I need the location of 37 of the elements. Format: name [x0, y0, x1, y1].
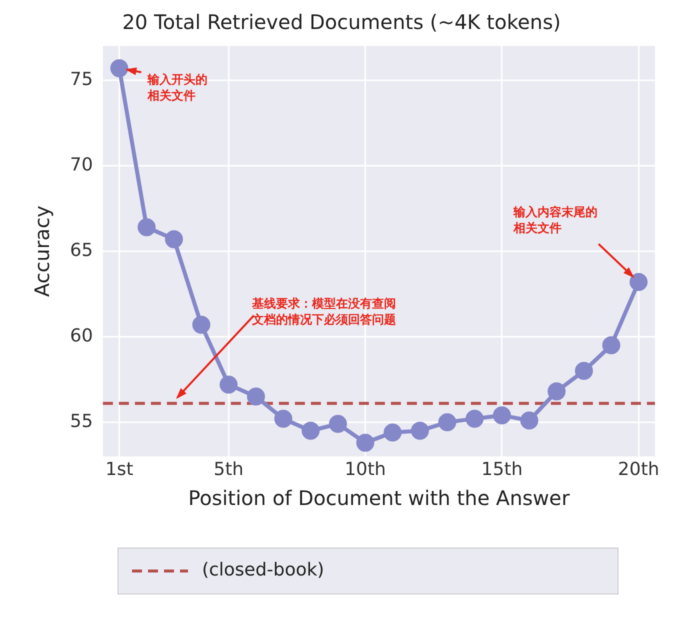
annotation: 输入内容末尾的相关文件: [512, 205, 598, 236]
point: [384, 423, 402, 442]
point: [492, 406, 511, 424]
point: [410, 422, 429, 440]
point: [220, 376, 238, 394]
y-tick-label: 65: [70, 240, 93, 261]
point: [356, 434, 374, 452]
point: [602, 336, 620, 354]
point: [630, 272, 648, 291]
point: [274, 410, 292, 428]
point: [328, 414, 347, 433]
x-tick-label: 10th: [344, 458, 386, 480]
legend-label: (closed-book): [202, 560, 324, 581]
y-tick-label: 60: [70, 325, 93, 346]
y-tick-label: 55: [70, 410, 93, 432]
point: [302, 422, 320, 440]
point: [246, 388, 265, 406]
y-tick-label: 70: [70, 154, 93, 176]
point: [520, 411, 538, 430]
y-tick-label: 75: [70, 68, 93, 90]
chart-title: 20 Total Retrieved Documents (~4K tokens): [122, 10, 561, 34]
point: [110, 59, 128, 78]
x-tick-label: 5th: [214, 458, 244, 480]
x-axis-title: Position of Document with the Answer: [188, 486, 570, 510]
point: [138, 218, 156, 236]
point: [164, 230, 183, 248]
point: [574, 362, 593, 380]
annotation: 输入开头的相关文件: [146, 72, 208, 102]
point: [438, 413, 456, 432]
annotation: 基线要求：模型在没有查阅文档的情况下必须回答问题: [250, 296, 396, 327]
x-tick-label: 20th: [618, 458, 660, 480]
x-tick-label: 1st: [105, 458, 134, 480]
point: [548, 382, 566, 400]
point: [192, 316, 210, 334]
point: [466, 410, 484, 428]
x-tick-label: 15th: [481, 458, 523, 480]
y-axis-title: Accuracy: [30, 205, 54, 297]
